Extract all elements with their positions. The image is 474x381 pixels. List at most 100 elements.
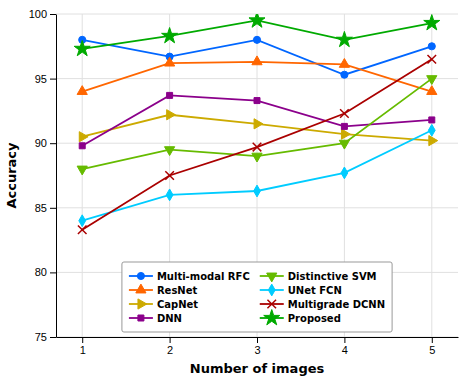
legend-marker [138,315,144,321]
point [254,119,263,129]
legend-label: CapNet [157,299,198,310]
y-tick-label: 80 [35,266,47,278]
point [254,185,261,197]
point [341,129,350,139]
marks [74,14,440,234]
y-grid-line [56,143,458,144]
point [339,59,349,68]
y-tick-label: 85 [35,202,47,214]
legend-label: Multigrade DCNN [288,299,385,310]
y-grid-line [56,78,458,79]
point [77,86,87,95]
point [252,153,262,162]
point [74,40,90,55]
legend-item: Multigrade DCNN [260,299,385,310]
legend-item: Distinctive SVM [260,271,377,282]
legend-label: Distinctive SVM [288,271,377,282]
point [165,171,174,180]
point [166,189,173,201]
y-axis-line [56,15,57,338]
y-tick: 80 [35,266,56,278]
legend-item: CapNet [129,299,198,310]
y-tick-label: 75 [35,331,47,343]
x-tick: 2 [167,337,173,356]
point [167,92,173,98]
legend-item: Proposed [260,310,341,325]
x-tick: 1 [80,337,86,356]
series-line [82,59,432,230]
x-tick-label: 5 [429,344,435,356]
point [79,132,88,142]
y-tick: 100 [29,8,56,20]
point [162,28,178,43]
y-tick-label: 90 [35,137,47,149]
legend-item: Multi-modal RFC [129,271,250,282]
y-tick: 75 [35,331,56,343]
y-tick: 85 [35,202,56,214]
series-line [82,62,432,92]
series-line [82,40,432,75]
series-line [82,20,432,48]
legend-marker [138,299,147,309]
point [424,15,440,30]
y-axis-title: Accuracy [4,142,19,209]
point [79,143,85,149]
x-tick-mark [82,337,83,343]
series-points [79,124,435,226]
legend-marker [267,273,277,282]
x-tick-mark [257,337,258,343]
point [165,147,175,156]
legend-marker [137,272,144,279]
x-tick-mark [432,337,433,343]
x-grid-line [431,14,432,337]
x-tick-mark [170,337,171,343]
point [339,140,349,149]
x-tick-label: 3 [254,344,260,356]
series-points [74,14,440,56]
point [165,57,175,66]
point [78,225,87,234]
series-line [82,115,432,141]
x-tick-mark [344,337,345,343]
x-tick: 3 [254,337,260,356]
legend-item: UNet FCN [260,284,342,296]
y-tick-mark [50,14,56,15]
x-axis: 1 2 3 4 5 [57,337,459,356]
series-points [79,92,435,148]
point [254,98,260,104]
y-axis: 7580859095100 [29,8,57,343]
point [427,55,436,64]
x-axis-title: Number of images [190,361,325,376]
point [341,71,348,78]
series-line [82,130,432,220]
point [429,117,435,123]
point [429,136,438,146]
legend: Multi-modal RFCResNetCapNetDNNDistinctiv… [122,262,392,332]
legend-label: Proposed [288,313,341,324]
y-tick-mark [50,208,56,209]
x-tick: 4 [342,337,348,356]
x-tick-label: 1 [80,344,86,356]
point [253,143,262,152]
point [428,43,435,50]
y-tick-label: 100 [29,8,47,20]
x-tick-label: 4 [342,344,348,356]
x-tick: 5 [429,337,435,356]
point [77,166,87,175]
legend-label: DNN [157,313,182,324]
series-points [78,55,436,234]
grid [56,14,458,337]
y-tick-mark [50,79,56,80]
point [427,86,437,95]
x-tick-label: 2 [167,344,173,356]
series-line [82,95,432,145]
point [340,109,349,118]
legend-frame [122,262,392,332]
legend-label: UNet FCN [288,285,342,296]
y-tick-mark [50,337,56,338]
point [249,14,265,27]
point [336,31,352,46]
point [253,36,260,43]
plot: 123457580859095100Multi-modal RFCResNetC… [29,8,459,356]
legend-marker [264,310,280,325]
